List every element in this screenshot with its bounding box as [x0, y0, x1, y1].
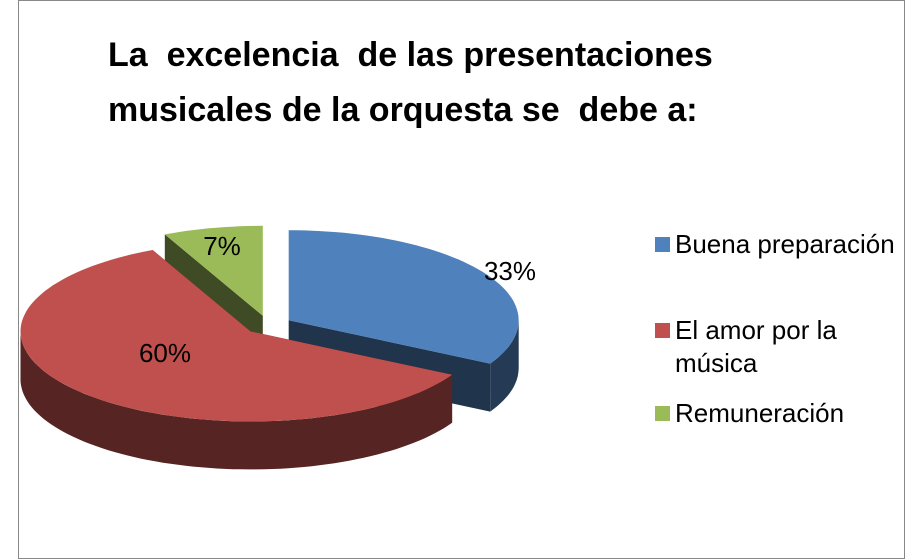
data-label: 33%	[484, 256, 536, 286]
slice-side	[490, 320, 519, 412]
slice-side	[20, 331, 453, 470]
slice	[164, 225, 263, 316]
legend-swatch	[655, 237, 670, 252]
data-label: 60%	[139, 338, 191, 368]
legend-item: Remuneración	[655, 397, 895, 430]
legend-swatch	[655, 406, 670, 421]
legend-swatch	[655, 323, 670, 338]
data-label: 7%	[203, 231, 241, 261]
legend-label: El amor por la música	[675, 315, 837, 378]
slice	[20, 250, 453, 422]
legend-item: Buena preparación	[655, 228, 895, 261]
legend-label: Remuneración	[675, 398, 845, 428]
slice	[288, 230, 519, 364]
chart-title: La excelencia de las presentaciones musi…	[108, 36, 723, 129]
legend-label: Buena preparación	[675, 229, 895, 259]
legend-item: El amor por la música	[655, 314, 895, 380]
